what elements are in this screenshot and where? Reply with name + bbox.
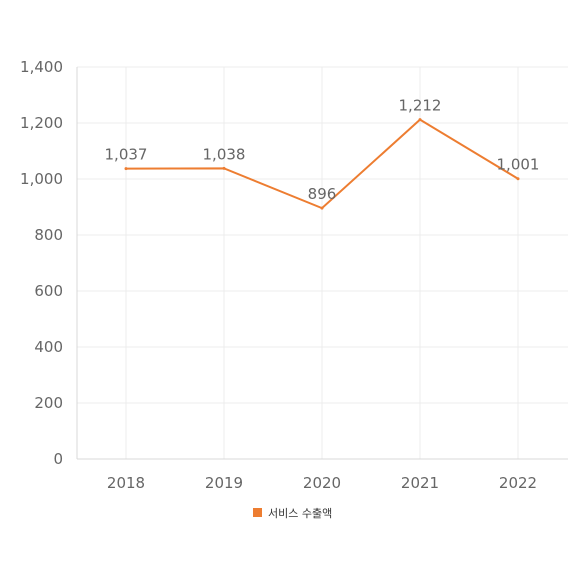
data-labels: 1,037 1,038 896 1,212 1,001 — [105, 97, 540, 203]
x-tick-label: 2018 — [107, 474, 145, 492]
gridlines — [77, 66, 568, 459]
series-layer — [124, 118, 520, 210]
x-tick-label: 2020 — [303, 474, 341, 492]
legend-swatch — [253, 508, 262, 517]
x-tick-label: 2019 — [205, 474, 243, 492]
data-point — [124, 167, 128, 171]
data-label: 1,001 — [497, 156, 540, 174]
y-tick-label: 600 — [34, 282, 63, 300]
y-tick-label: 800 — [34, 226, 63, 244]
data-point — [516, 177, 520, 181]
y-tick-label: 1,400 — [20, 58, 63, 76]
y-tick-label: 400 — [34, 338, 63, 356]
legend: 서비스 수출액 — [253, 507, 332, 520]
y-tick-label: 200 — [34, 394, 63, 412]
y-tick-label: 0 — [53, 450, 63, 468]
data-point — [320, 206, 324, 210]
data-label: 1,037 — [105, 146, 148, 164]
data-point — [222, 166, 226, 170]
x-tick-label: 2022 — [499, 474, 537, 492]
y-tick-label: 1,000 — [20, 170, 63, 188]
data-label: 1,212 — [399, 97, 442, 115]
legend-label: 서비스 수출액 — [268, 507, 332, 520]
axes: 0 200 400 600 800 1,000 1,200 1,400 2018 2019 2020… — [20, 58, 568, 492]
data-point — [418, 118, 422, 122]
y-tick-label: 1,200 — [20, 114, 63, 132]
x-tick-label: 2021 — [401, 474, 439, 492]
data-label: 1,038 — [203, 145, 246, 163]
data-label: 896 — [308, 185, 337, 203]
